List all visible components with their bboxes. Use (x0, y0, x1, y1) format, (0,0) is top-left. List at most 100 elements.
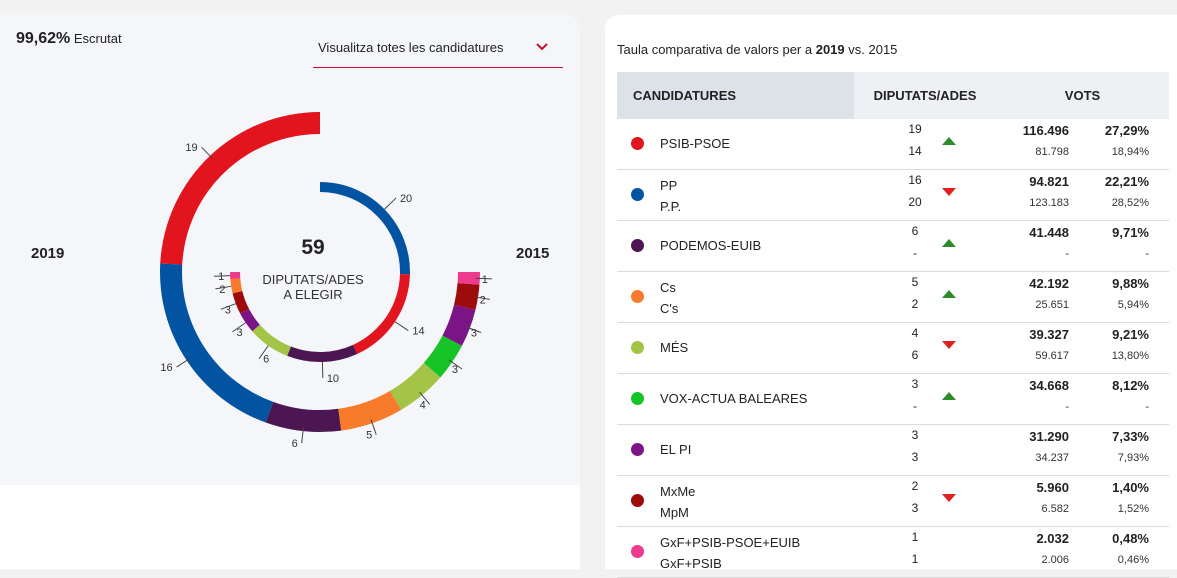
seats-2019: 1 (904, 530, 926, 544)
arc-2019-label-4: 4 (420, 399, 426, 411)
seats-2019: 3 (904, 428, 926, 442)
table-row[interactable]: MÉS 4 6 39.327 9,21% 59.617 13,80% (617, 323, 1169, 374)
header-candidatures[interactable]: CANDIDATURES (617, 72, 854, 119)
pct-2019: 22,21% (1105, 174, 1149, 189)
total-label-line1: DIPUTATS/ADES (233, 272, 393, 287)
party-name-2015: P.P. (660, 199, 681, 214)
trend-down-icon (942, 494, 956, 502)
arc-2015-3[interactable] (252, 325, 291, 356)
party-name: PP (660, 178, 677, 193)
pct-2015: - (1145, 248, 1149, 260)
seats-2015: 3 (904, 450, 926, 464)
table-row[interactable]: VOX-ACTUA BALEARES 3 - 34.668 8,12% - - (617, 374, 1169, 425)
table-title: Taula comparativa de valors per a 2019 v… (617, 42, 897, 57)
party-name: MÉS (660, 340, 688, 355)
votes-2015: 123.183 (1029, 197, 1069, 209)
trend-up-icon (942, 239, 956, 247)
seats-2019: 5 (904, 275, 926, 289)
seats-2015: 20 (904, 195, 926, 209)
arc-2019-label-6: 3 (471, 327, 477, 339)
cell-seats: 3 3 (854, 425, 996, 476)
pct-2019: 27,29% (1105, 123, 1149, 138)
arc-2015-label-7: 1 (218, 271, 224, 283)
cell-votes: 116.496 27,29% 81.798 18,94% (996, 119, 1169, 170)
arc-2015-label-4: 3 (236, 327, 242, 339)
arc-2015-0[interactable] (320, 182, 410, 274)
party-name-2015: C's (660, 301, 678, 316)
cell-party: PSIB-PSOE (617, 119, 854, 170)
cell-seats: 1 1 (854, 527, 996, 578)
cell-party: PODEMOS-EUIB (617, 221, 854, 272)
party-name: PODEMOS-EUIB (660, 238, 761, 253)
arc-2019-label-5: 3 (452, 364, 458, 376)
votes-2019: 42.192 (1029, 276, 1069, 291)
year-left-label: 2019 (31, 245, 64, 262)
seats-2019: 2 (904, 479, 926, 493)
arc-2019-label-7: 2 (480, 294, 486, 306)
cell-votes: 31.290 7,33% 34.237 7,93% (996, 425, 1169, 476)
votes-2015: 25.651 (1035, 299, 1069, 311)
header-diputats[interactable]: DIPUTATS/ADES (854, 72, 996, 119)
table-title-year-b: 2015 (868, 42, 897, 57)
cell-seats: 5 2 (854, 272, 996, 323)
cell-votes: 2.032 0,48% 2.006 0,46% (996, 527, 1169, 578)
arc-2015-label-3: 6 (263, 354, 269, 366)
header-vots[interactable]: VOTS (996, 72, 1169, 119)
cell-votes: 42.192 9,88% 25.651 5,94% (996, 272, 1169, 323)
arc-2019-label-2: 6 (292, 438, 298, 450)
cell-votes: 34.668 8,12% - - (996, 374, 1169, 425)
votes-2015: - (1065, 401, 1069, 413)
cell-seats: 4 6 (854, 323, 996, 374)
cell-party: Cs C's (617, 272, 854, 323)
party-name: VOX-ACTUA BALEARES (660, 391, 807, 406)
pct-2019: 9,88% (1112, 276, 1149, 291)
seats-2015: 14 (904, 144, 926, 158)
table-row[interactable]: PSIB-PSOE 19 14 116.496 27,29% 81.798 18… (617, 119, 1169, 170)
cell-seats: 3 - (854, 374, 996, 425)
comparison-table: CANDIDATURES DIPUTATS/ADES VOTS PSIB-PSO… (617, 72, 1169, 578)
arc-2015-label-0-leader (384, 198, 395, 209)
arc-2015-label-2: 10 (327, 373, 339, 385)
votes-2015: 59.617 (1035, 350, 1069, 362)
party-color-dot (631, 392, 644, 405)
trend-up-icon (942, 137, 956, 145)
total-seats: 59 (243, 236, 383, 260)
cell-votes: 39.327 9,21% 59.617 13,80% (996, 323, 1169, 374)
arc-2015-label-0: 20 (400, 193, 412, 205)
pct-2019: 0,48% (1112, 531, 1149, 546)
cell-seats: 6 - (854, 221, 996, 272)
table-row[interactable]: Cs C's 5 2 42.192 9,88% 25.651 5,94% (617, 272, 1169, 323)
arc-2019-label-0: 19 (185, 142, 197, 154)
pct-2019: 1,40% (1112, 480, 1149, 495)
arc-2015-label-6: 2 (219, 284, 225, 296)
arc-2019-label-1-leader (177, 358, 190, 367)
cell-party: MÉS (617, 323, 854, 374)
cell-votes: 41.448 9,71% - - (996, 221, 1169, 272)
arc-2019-label-8: 1 (482, 274, 488, 286)
cell-party: PP P.P. (617, 170, 854, 221)
pct-2015: 13,80% (1112, 350, 1149, 362)
arc-2015-label-5: 3 (225, 304, 231, 316)
cell-party: EL PI (617, 425, 854, 476)
table-row[interactable]: PODEMOS-EUIB 6 - 41.448 9,71% - - (617, 221, 1169, 272)
votes-2019: 41.448 (1029, 225, 1069, 240)
pct-2015: 18,94% (1112, 146, 1149, 158)
party-name: Cs (660, 280, 676, 295)
table-title-vs: vs. (845, 42, 869, 57)
seats-2019: 4 (904, 326, 926, 340)
arc-2019-label-3: 5 (366, 430, 372, 442)
arc-2019-label-1: 16 (160, 362, 172, 374)
pct-2019: 8,12% (1112, 378, 1149, 393)
arc-2019-3[interactable] (338, 391, 401, 431)
party-color-dot (631, 443, 644, 456)
party-name: PSIB-PSOE (660, 136, 730, 151)
arc-2019-label-0-leader (202, 147, 213, 159)
seats-2015: 6 (904, 348, 926, 362)
arc-2015-2[interactable] (287, 345, 357, 362)
table-row[interactable]: EL PI 3 3 31.290 7,33% 34.237 7,93% (617, 425, 1169, 476)
